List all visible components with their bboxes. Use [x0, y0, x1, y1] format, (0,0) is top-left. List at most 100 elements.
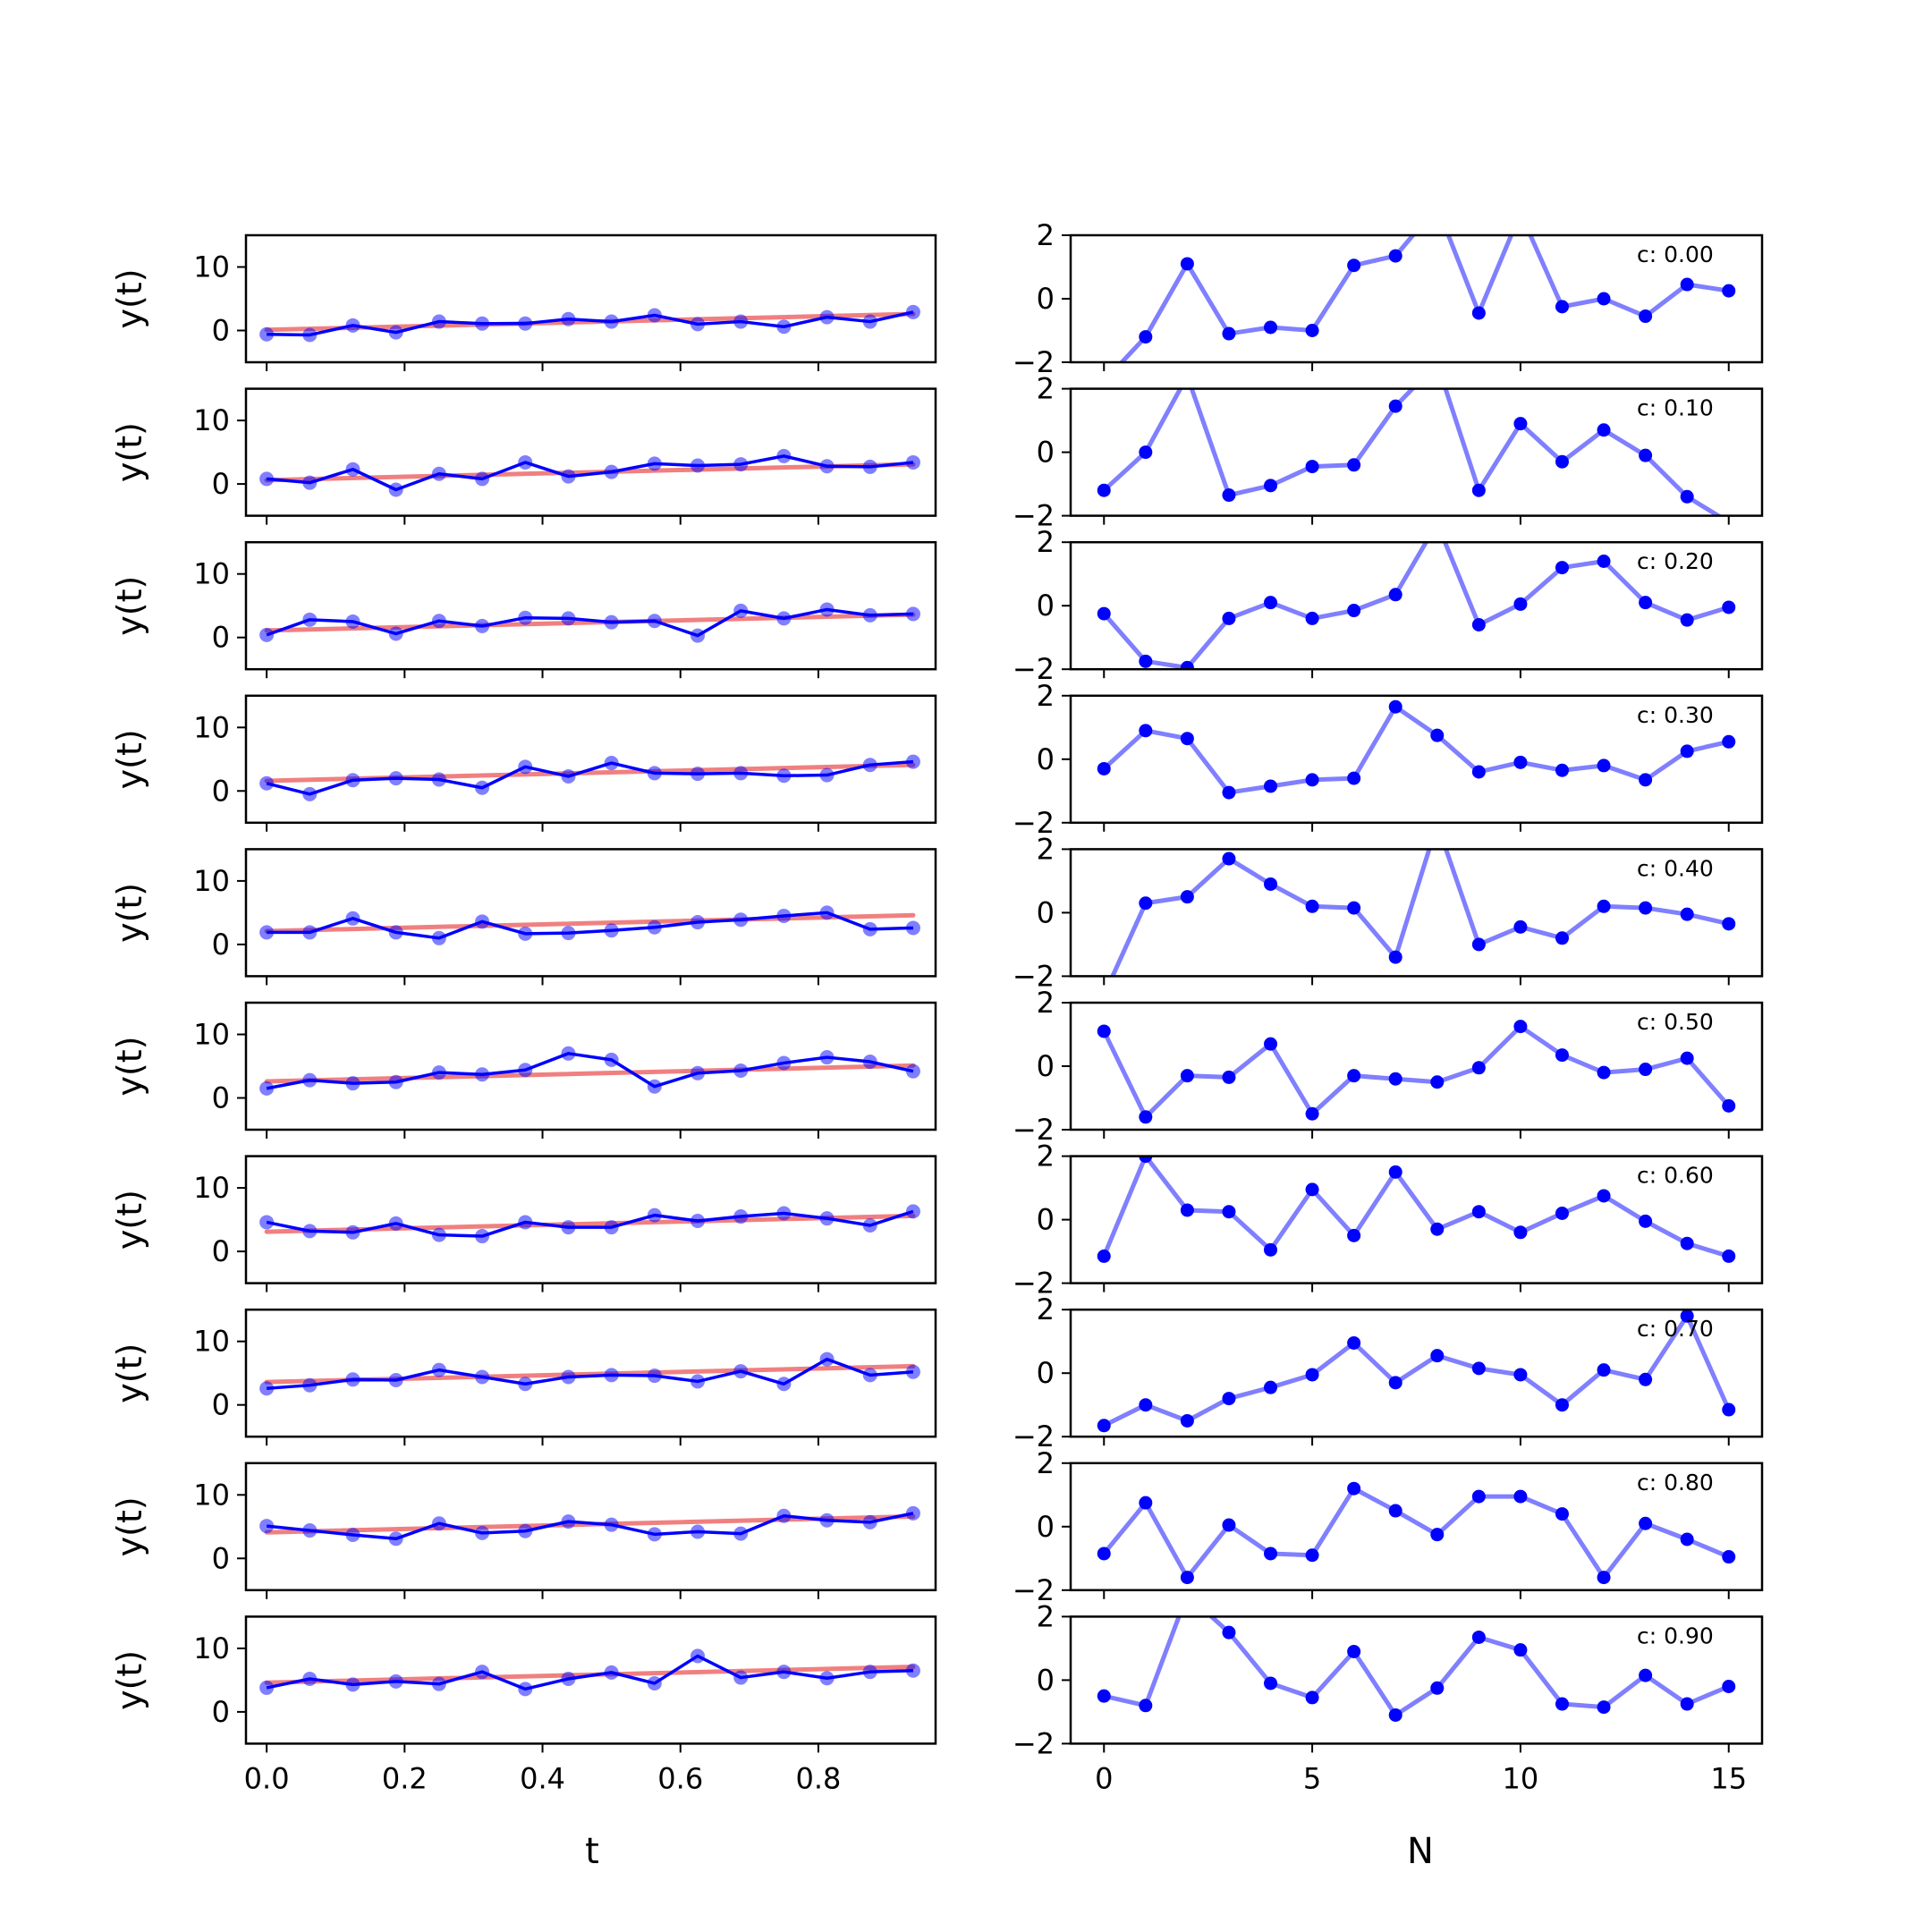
data-point	[1097, 1419, 1111, 1433]
data-point	[561, 1220, 576, 1235]
data-point	[345, 911, 360, 926]
data-point	[1430, 728, 1445, 742]
data-point	[518, 1215, 533, 1230]
data-point	[1680, 1532, 1694, 1546]
data-point	[431, 1065, 446, 1080]
data-point	[1305, 324, 1319, 337]
data-point	[905, 606, 920, 622]
y-tick-label: 0	[1037, 895, 1055, 929]
data-point	[1722, 1550, 1736, 1564]
data-point	[1139, 445, 1153, 460]
data-point	[1347, 771, 1361, 785]
data-point	[776, 1055, 792, 1071]
data-point	[733, 1209, 749, 1224]
data-point	[1639, 309, 1653, 324]
data-point	[388, 325, 403, 340]
data-point	[1264, 877, 1278, 891]
series-line	[266, 1654, 913, 1691]
data-point	[518, 926, 533, 941]
data-point	[561, 768, 576, 784]
data-point	[1180, 1571, 1194, 1585]
y-tick-label: 10	[193, 557, 230, 591]
data-point	[1347, 604, 1361, 618]
left-plot-area-4	[259, 905, 920, 945]
data-point	[1388, 1504, 1402, 1518]
data-point	[259, 1080, 275, 1096]
data-point	[1264, 779, 1278, 793]
data-point	[431, 314, 446, 329]
axes-frame	[244, 233, 937, 364]
y-tick-label: −2	[1013, 1726, 1055, 1760]
data-point	[733, 912, 749, 928]
right-plot-area-2	[1097, 542, 1736, 670]
data-point	[1597, 555, 1611, 568]
data-point	[647, 766, 662, 781]
data-point	[1722, 600, 1736, 614]
y-axis-label: y(t)	[110, 422, 149, 482]
data-point	[475, 316, 490, 331]
y-tick-label: 10	[193, 1631, 230, 1665]
data-point	[475, 1665, 490, 1680]
data-point	[1680, 277, 1694, 292]
data-point	[604, 314, 619, 329]
axes-frame	[244, 694, 937, 825]
y-axis-label: y(t)	[110, 1650, 149, 1710]
data-point	[604, 756, 619, 771]
data-point	[776, 1665, 792, 1680]
series-line	[267, 310, 914, 337]
left-plot-area-5	[259, 1046, 920, 1096]
data-point	[647, 919, 662, 935]
data-point	[1471, 765, 1486, 779]
data-point	[1388, 699, 1402, 714]
axes-frame	[244, 1001, 937, 1131]
data-point	[604, 1665, 619, 1680]
axes-frame	[244, 387, 937, 517]
data-point	[1555, 931, 1569, 945]
data-point	[518, 1682, 533, 1697]
data-point	[647, 308, 662, 323]
data-point	[1639, 596, 1653, 610]
data-point	[1347, 1335, 1361, 1350]
data-point	[1471, 1205, 1486, 1219]
data-point	[819, 459, 835, 474]
data-point	[302, 925, 318, 940]
data-point	[1097, 1689, 1111, 1703]
data-point	[1471, 1061, 1486, 1075]
series-line	[266, 1052, 914, 1090]
data-point	[647, 1208, 662, 1223]
y-tick-label: 10	[193, 1325, 230, 1359]
right-subplot-2: c: 0.20 −2 0 2	[1013, 525, 1764, 686]
data-point	[431, 1362, 446, 1377]
right-subplot-7: c: 0.70 −2 0 2	[1013, 1292, 1764, 1453]
data-point	[691, 458, 706, 473]
data-point	[862, 607, 877, 623]
x-tick-label: 0.2	[382, 1761, 428, 1795]
data-point	[1597, 1065, 1611, 1080]
right-plot-area-3	[1097, 699, 1736, 800]
data-point	[475, 1369, 490, 1385]
data-point	[1222, 1205, 1236, 1219]
data-point	[1680, 613, 1694, 627]
data-point	[1139, 1699, 1153, 1713]
data-point	[1180, 890, 1194, 904]
data-point	[1639, 448, 1653, 462]
data-point	[1305, 460, 1319, 474]
panel-annotation: c: 0.70	[1637, 1316, 1714, 1342]
y-tick-label: −2	[1013, 499, 1055, 533]
series-line	[1102, 1486, 1730, 1580]
data-point	[905, 920, 920, 936]
y-tick-label: 0	[212, 314, 230, 348]
data-point	[1639, 901, 1653, 915]
data-point	[1555, 763, 1569, 777]
panel-annotation: c: 0.30	[1637, 702, 1714, 728]
panel-annotation: c: 0.10	[1637, 395, 1714, 421]
data-point	[776, 768, 792, 784]
y-tick-label: 0	[212, 928, 230, 962]
data-point	[1264, 1676, 1278, 1690]
series-line	[267, 1357, 914, 1390]
data-point	[388, 771, 403, 786]
data-point	[431, 1227, 446, 1242]
right-plot-area-7	[1097, 1309, 1736, 1433]
y-tick-label: 0	[212, 1081, 230, 1115]
